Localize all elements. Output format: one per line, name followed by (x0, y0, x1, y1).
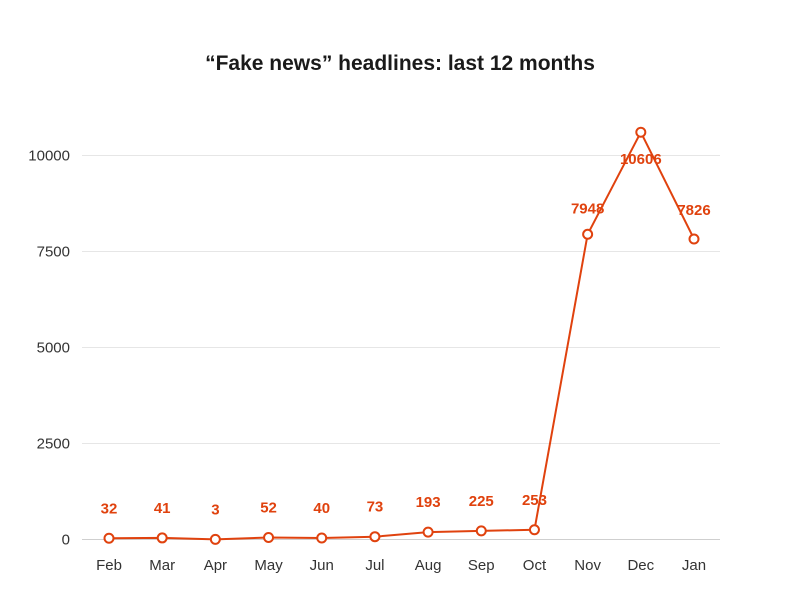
data-point (369, 531, 381, 543)
x-tick-label: Apr (204, 557, 227, 574)
x-tick-label: Aug (415, 557, 442, 574)
data-point (528, 524, 540, 536)
data-label: 32 (101, 500, 118, 517)
data-label: 3 (211, 501, 219, 518)
x-tick-label: Feb (96, 557, 122, 574)
series-line (108, 131, 695, 541)
data-point (263, 532, 275, 544)
y-tick-label: 2500 (37, 436, 70, 453)
data-point (209, 533, 221, 545)
data-label: 40 (313, 500, 330, 517)
x-tick-label: Mar (149, 557, 175, 574)
x-tick-label: Sep (468, 557, 495, 574)
data-point (422, 526, 434, 538)
chart-title: “Fake news” headlines: last 12 months (205, 52, 595, 75)
y-tick-label: 7500 (37, 244, 70, 261)
data-label: 193 (416, 494, 441, 511)
data-point (688, 233, 700, 245)
x-tick-label: Oct (523, 557, 547, 574)
data-label: 10606 (620, 151, 662, 168)
x-tick-label: Jun (310, 557, 334, 574)
data-label: 7948 (571, 200, 604, 217)
data-point (103, 532, 115, 544)
data-label: 73 (367, 499, 384, 516)
data-label: 225 (469, 493, 494, 510)
x-tick-label: Dec (627, 557, 654, 574)
x-tick-label: Jul (365, 557, 384, 574)
data-label: 41 (154, 500, 171, 517)
data-label: 7826 (677, 202, 710, 219)
y-tick-label: 10000 (28, 148, 70, 165)
y-tick-label: 5000 (37, 340, 70, 357)
data-label: 52 (260, 500, 277, 517)
data-point (635, 126, 647, 138)
y-tick-label: 0 (62, 532, 70, 549)
data-point (582, 228, 594, 240)
x-tick-label: Jan (682, 557, 706, 574)
x-tick-label: Nov (574, 557, 601, 574)
data-point (475, 525, 487, 537)
data-label: 253 (522, 492, 547, 509)
x-tick-label: May (254, 557, 283, 574)
data-point (316, 532, 328, 544)
data-point (156, 532, 168, 544)
